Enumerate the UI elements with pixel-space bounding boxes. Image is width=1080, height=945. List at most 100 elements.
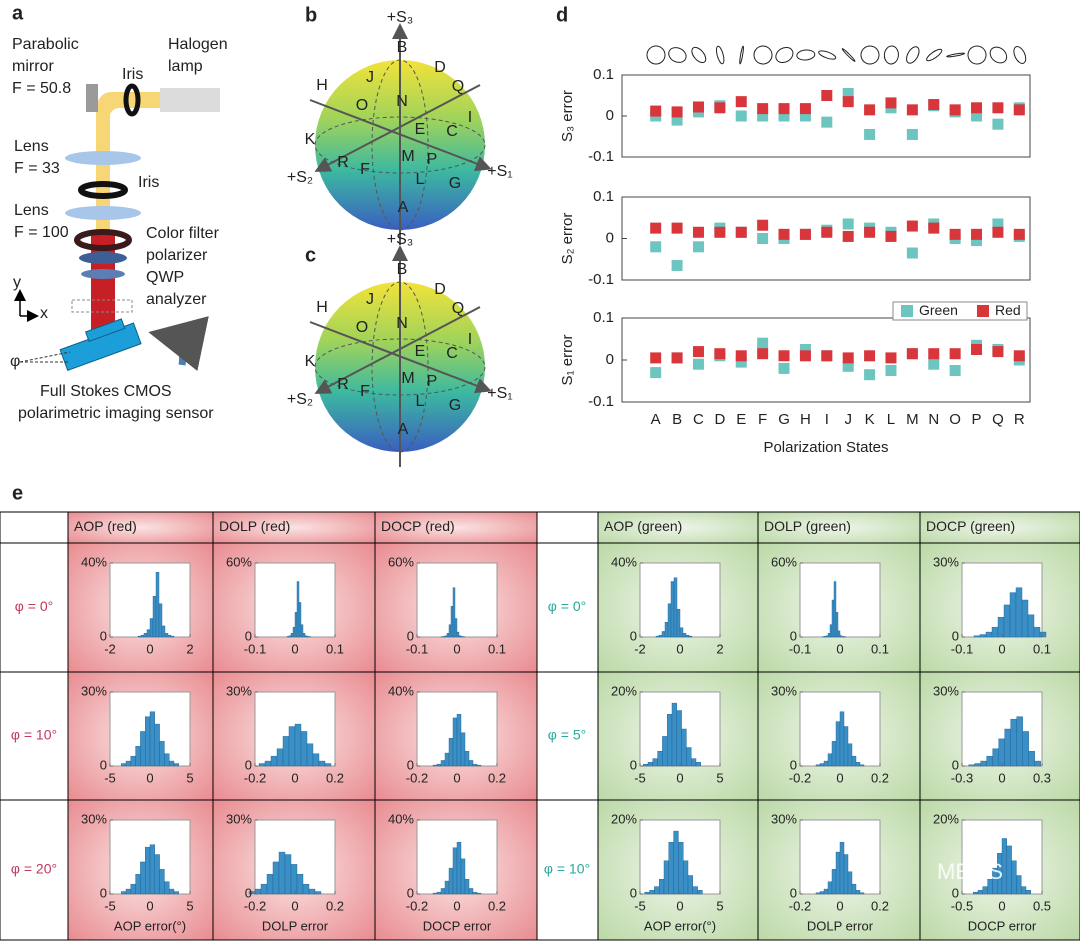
axis-line <box>309 321 492 394</box>
histogram-bar <box>161 625 166 638</box>
x-tick-label: -2 <box>104 641 116 656</box>
histogram-bar <box>676 710 682 767</box>
histogram-bar <box>643 763 649 767</box>
marker <box>799 350 811 362</box>
x-tick-label: 0 <box>291 898 298 913</box>
x-tick-label: -0.2 <box>244 770 266 785</box>
histogram-bar <box>324 763 332 767</box>
marker <box>714 226 726 238</box>
histogram-bar <box>974 763 981 767</box>
marker <box>692 241 704 253</box>
panel-label: a <box>12 2 24 24</box>
histogram-bar <box>839 711 845 767</box>
x-tick-label: 2 <box>716 641 723 656</box>
setup-label: Color filter <box>146 225 220 242</box>
marker <box>671 114 683 126</box>
histogram-bar <box>831 599 835 638</box>
histogram-bar <box>662 736 668 767</box>
y-axis-label: S₁ error <box>559 335 576 386</box>
histogram-bar <box>1003 604 1011 638</box>
x-tick-label: -0.2 <box>789 770 811 785</box>
halogen-lamp <box>160 88 220 112</box>
column-header: DOLP (red) <box>219 518 290 534</box>
x-tick-label: 0.2 <box>871 770 889 785</box>
histogram-bar <box>140 634 145 638</box>
legend-marker <box>901 305 913 317</box>
state-label: D <box>434 59 446 76</box>
marker <box>650 241 662 253</box>
marker <box>650 105 662 117</box>
y-tick-label: 30% <box>81 683 107 698</box>
marker <box>949 228 961 240</box>
x-tick-label: 0 <box>453 898 460 913</box>
x-tick-label: 0 <box>291 770 298 785</box>
row-header-cell <box>536 799 599 941</box>
state-label: A <box>398 199 409 216</box>
x-tick-label: -5 <box>104 898 116 913</box>
histogram-bar <box>695 762 701 767</box>
histogram-bar <box>282 736 290 767</box>
histogram-bar <box>1010 718 1017 767</box>
histogram-bar <box>663 860 669 895</box>
histogram-bar <box>288 635 292 638</box>
marker <box>778 110 790 122</box>
y-tick-label: 0 <box>630 757 637 772</box>
histogram-bar <box>1028 751 1035 767</box>
histogram-bar <box>296 874 304 895</box>
polarization-icon <box>967 45 987 65</box>
state-label: D <box>434 281 446 298</box>
histogram-bar <box>655 635 660 638</box>
polarization-icon <box>860 45 880 65</box>
y-tick-label: 20% <box>611 811 637 826</box>
marker <box>821 226 833 238</box>
x-tick-label: F <box>758 411 767 428</box>
polarization-icon <box>906 46 920 64</box>
x-tick-label: 0.1 <box>871 641 889 656</box>
histogram-bar <box>1004 728 1011 767</box>
histogram-bar <box>144 846 151 895</box>
polarization-icon <box>775 46 794 64</box>
histogram-bar <box>968 764 975 767</box>
histogram-bar <box>448 624 452 638</box>
histogram-bar <box>254 888 262 895</box>
histogram-bar <box>851 883 857 895</box>
x-tick-label: 0.2 <box>488 898 506 913</box>
histogram-bar <box>644 891 650 895</box>
column-header: DOCP (red) <box>381 518 455 534</box>
state-label: J <box>366 69 374 86</box>
x-tick-label: -0.1 <box>244 641 266 656</box>
x-tick-label: 0 <box>998 898 1005 913</box>
legend-label: Green <box>919 302 958 318</box>
state-label: B <box>397 39 408 56</box>
histogram-bar <box>173 891 180 895</box>
histogram-bar <box>819 891 825 895</box>
state-label: C <box>446 123 458 140</box>
histogram-bar <box>276 748 284 767</box>
column-header: AOP (red) <box>74 518 137 534</box>
x-tick-label: 0.3 <box>1033 770 1051 785</box>
histogram-bar <box>833 581 837 638</box>
histogram-bar <box>458 635 462 638</box>
x-tick-label: R <box>1014 411 1025 428</box>
plot-area <box>621 74 1031 158</box>
histogram-bar <box>312 753 320 767</box>
histogram-bar <box>973 891 979 895</box>
marker <box>864 369 876 381</box>
x-tick-label: 0 <box>146 641 153 656</box>
histogram-bar <box>835 612 839 638</box>
polarization-icon <box>796 49 816 61</box>
histogram-bar <box>985 631 993 638</box>
state-label: L <box>416 393 425 410</box>
setup-label: F = 50.8 <box>12 80 71 97</box>
marker <box>842 352 854 364</box>
histogram-bar <box>843 726 849 767</box>
x-tick-label: 0.1 <box>1033 641 1051 656</box>
marker <box>757 103 769 115</box>
marker <box>799 228 811 240</box>
histogram-bar <box>688 635 693 638</box>
axis-label: +S₂ <box>287 169 313 186</box>
histogram-bar <box>979 634 987 638</box>
histogram-bar <box>835 721 841 767</box>
marker <box>992 218 1004 230</box>
histogram-bar <box>647 762 653 767</box>
